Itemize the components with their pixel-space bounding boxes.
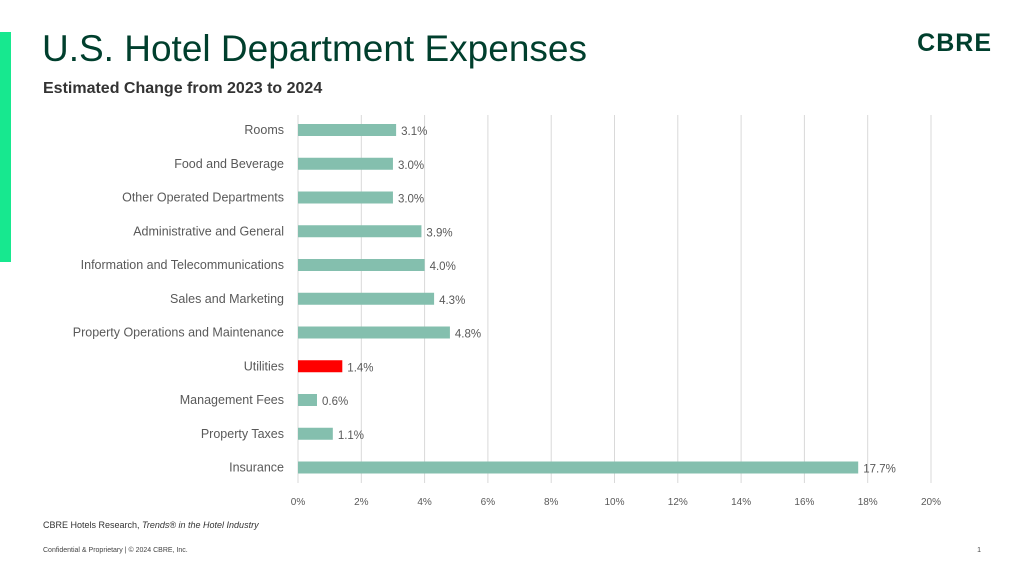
source-note: CBRE Hotels Research, Trends® in the Hot…	[43, 520, 259, 530]
bar	[298, 394, 317, 406]
x-tick-label: 16%	[794, 497, 814, 508]
data-label: 3.9%	[426, 227, 452, 239]
bar	[298, 326, 450, 339]
page-title: U.S. Hotel Department Expenses	[42, 28, 587, 69]
data-label: 4.0%	[430, 261, 456, 273]
x-tick-label: 0%	[291, 497, 306, 508]
category-label: Other Operated Departments	[122, 191, 284, 205]
cbre-logo: CBRE	[917, 29, 992, 57]
page-number: 1	[977, 547, 981, 554]
category-label: Information and Telecommunications	[81, 258, 284, 272]
x-tick-label: 20%	[921, 497, 941, 508]
source-prefix: CBRE Hotels Research,	[43, 520, 143, 530]
category-label: Administrative and General	[133, 224, 284, 238]
bar	[298, 191, 393, 204]
bar	[298, 157, 393, 170]
data-label: 3.0%	[398, 194, 424, 206]
category-label: Property Taxes	[201, 427, 284, 441]
data-label: 0.6%	[322, 396, 348, 408]
data-label: 4.3%	[439, 295, 465, 307]
bar	[298, 259, 425, 271]
category-label: Rooms	[244, 123, 284, 137]
x-tick-label: 18%	[858, 497, 878, 508]
category-label: Insurance	[229, 461, 284, 475]
x-tick-label: 8%	[544, 497, 559, 508]
x-tick-label: 12%	[668, 497, 688, 508]
bar	[298, 225, 422, 238]
x-tick-label: 14%	[731, 497, 751, 508]
x-tick-label: 4%	[417, 497, 432, 508]
category-label: Management Fees	[180, 393, 284, 407]
category-label: Sales and Marketing	[170, 292, 284, 306]
category-label: Food and Beverage	[174, 157, 284, 171]
data-label: 17.7%	[863, 464, 896, 476]
category-label: Utilities	[244, 359, 284, 373]
confidential-footer: Confidential & Proprietary | © 2024 CBRE…	[43, 547, 188, 554]
bar	[298, 292, 435, 305]
bar-chart: 0% 2% 4% 6% 8% 10% 12% 14% 16% 18% 20% Rooms 3.1% Foo…	[73, 115, 941, 508]
x-tick-label: 6%	[481, 497, 496, 508]
page-subtitle: Estimated Change from 2023 to 2024	[43, 80, 323, 97]
category-label: Property Operations and Maintenance	[73, 326, 284, 340]
bar-highlight	[298, 360, 343, 373]
data-label: 1.4%	[347, 362, 373, 374]
x-tick-label: 10%	[604, 497, 624, 508]
bar	[298, 427, 333, 440]
accent-bar	[0, 32, 11, 262]
bar	[298, 461, 859, 474]
source-title: Trends® in the Hotel Industry	[142, 520, 259, 530]
bar	[298, 124, 397, 136]
data-label: 3.0%	[398, 160, 424, 172]
data-label: 3.1%	[401, 126, 427, 138]
data-label: 1.1%	[338, 430, 364, 442]
x-tick-label: 2%	[354, 497, 369, 508]
data-label: 4.8%	[455, 329, 481, 341]
